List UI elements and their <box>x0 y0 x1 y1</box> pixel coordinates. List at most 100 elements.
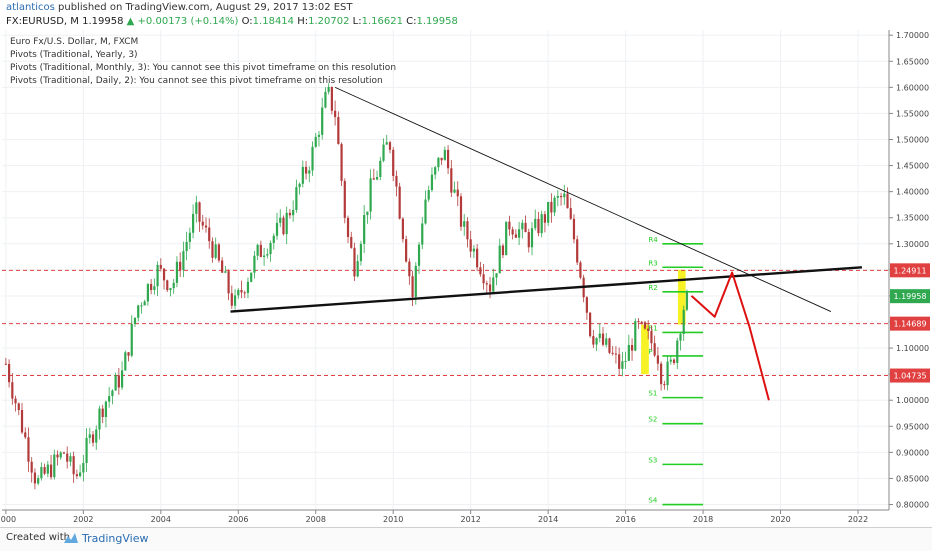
x-tick-label: 2000 <box>0 515 16 524</box>
candle-body <box>49 464 53 478</box>
candle-body <box>653 343 656 356</box>
pivot-label: S3 <box>648 456 657 464</box>
candle-body <box>556 195 559 198</box>
candle-body <box>508 221 511 230</box>
candle-body <box>569 208 572 219</box>
price-level-tag <box>890 368 930 383</box>
open-label: O: <box>241 16 253 27</box>
x-tick-label: 2004 <box>151 515 171 524</box>
candle-body <box>369 178 372 212</box>
chart-header: atlanticos published on TradingView.com,… <box>0 0 932 30</box>
candle-body <box>450 168 453 193</box>
candle-body <box>233 295 237 306</box>
candle-body <box>337 117 340 145</box>
candle-body <box>598 333 601 339</box>
candle-body <box>637 321 640 323</box>
candle-body <box>237 289 240 296</box>
candle-body <box>91 434 95 443</box>
y-tick-label: 0.90000 <box>896 448 929 457</box>
candle-body <box>621 361 624 369</box>
candle-body <box>17 403 20 411</box>
y-tick-label: 1.70000 <box>896 31 929 40</box>
price-level-tag <box>890 316 930 331</box>
x-tick-label: 2006 <box>228 515 248 524</box>
candle-body <box>253 255 256 273</box>
candle-body <box>492 277 495 292</box>
price-chart[interactable]: 1.70000 1.65000 1.60000 1.55000 1.50000 1.450… <box>0 30 932 527</box>
candle-body <box>343 180 346 218</box>
candle-body <box>114 375 117 391</box>
candle-body <box>8 363 11 383</box>
candle-body <box>327 86 330 92</box>
candle-body <box>198 202 201 222</box>
candle-body <box>392 149 395 176</box>
candle-body <box>434 167 437 175</box>
candle-body <box>469 239 472 252</box>
candle-body <box>230 293 233 306</box>
y-tick-label: 1.30000 <box>896 240 929 249</box>
candle-body <box>175 261 179 283</box>
candle-body <box>20 410 24 433</box>
candle-body <box>275 222 279 236</box>
candle-body <box>224 271 227 273</box>
candle-body <box>595 338 598 345</box>
candle-body <box>476 248 479 268</box>
candle-body <box>246 281 250 293</box>
candle-body <box>346 217 350 237</box>
candle-body <box>311 146 314 171</box>
candle-body <box>259 244 262 257</box>
candle-body <box>146 283 149 302</box>
candle-body <box>672 359 676 364</box>
candle-body <box>256 244 259 256</box>
candle-body <box>321 107 324 135</box>
candle-body <box>446 149 450 169</box>
candle-body <box>630 344 634 351</box>
candle-body <box>43 467 46 474</box>
candle-body <box>292 209 295 216</box>
symbol-label: FX:EURUSD, M <box>6 16 79 27</box>
pivot-label: R3 <box>648 259 657 267</box>
candle-body <box>75 474 78 477</box>
candle-body <box>272 235 275 243</box>
candle-body <box>127 352 130 356</box>
candle-body <box>217 244 221 261</box>
candle-body <box>4 363 7 365</box>
price-value: 1.19958 <box>82 16 124 27</box>
x-tick-label: 2012 <box>460 515 480 524</box>
pivot-label: R4 <box>648 236 658 244</box>
candle-body <box>150 283 153 290</box>
y-tick-label: 0.95000 <box>896 422 929 431</box>
candle-body <box>240 289 243 293</box>
candle-body <box>463 221 466 227</box>
candle-body <box>530 228 534 248</box>
candle-body <box>495 273 498 278</box>
created-with-label: Created with <box>6 532 70 543</box>
price-level-tag-text: 1.14689 <box>893 320 926 329</box>
candle-body <box>398 186 401 219</box>
candle-body <box>627 344 630 361</box>
candle-body <box>191 213 195 233</box>
candle-body <box>62 452 66 454</box>
legend-monthly-pivots: Pivots (Traditional, Monthly, 3): You ca… <box>10 63 397 73</box>
candle-body <box>211 241 214 258</box>
candle-body <box>485 283 488 285</box>
chart-legend: Euro Fx/U.S. Dollar, M, FXCM Pivots (Tra… <box>10 36 396 88</box>
candle-body <box>117 375 120 388</box>
candle-body <box>298 183 301 188</box>
author-link[interactable]: atlanticos <box>6 2 55 13</box>
candle-body <box>30 461 33 473</box>
legend-yearly-pivots: Pivots (Traditional, Yearly, 3) <box>10 50 138 60</box>
tradingview-brand[interactable]: TradingView <box>82 532 149 545</box>
candle-body <box>350 236 353 248</box>
candle-body <box>589 312 592 337</box>
candle-body <box>366 211 369 216</box>
candle-body <box>634 321 637 351</box>
candle-body <box>417 244 421 266</box>
candle-body <box>334 110 337 118</box>
candle-body <box>14 398 17 404</box>
candle-body <box>314 136 317 147</box>
candle-body <box>269 242 272 255</box>
candle-body <box>59 452 62 458</box>
y-tick-label: 1.40000 <box>896 188 929 197</box>
candle-body <box>576 239 579 263</box>
